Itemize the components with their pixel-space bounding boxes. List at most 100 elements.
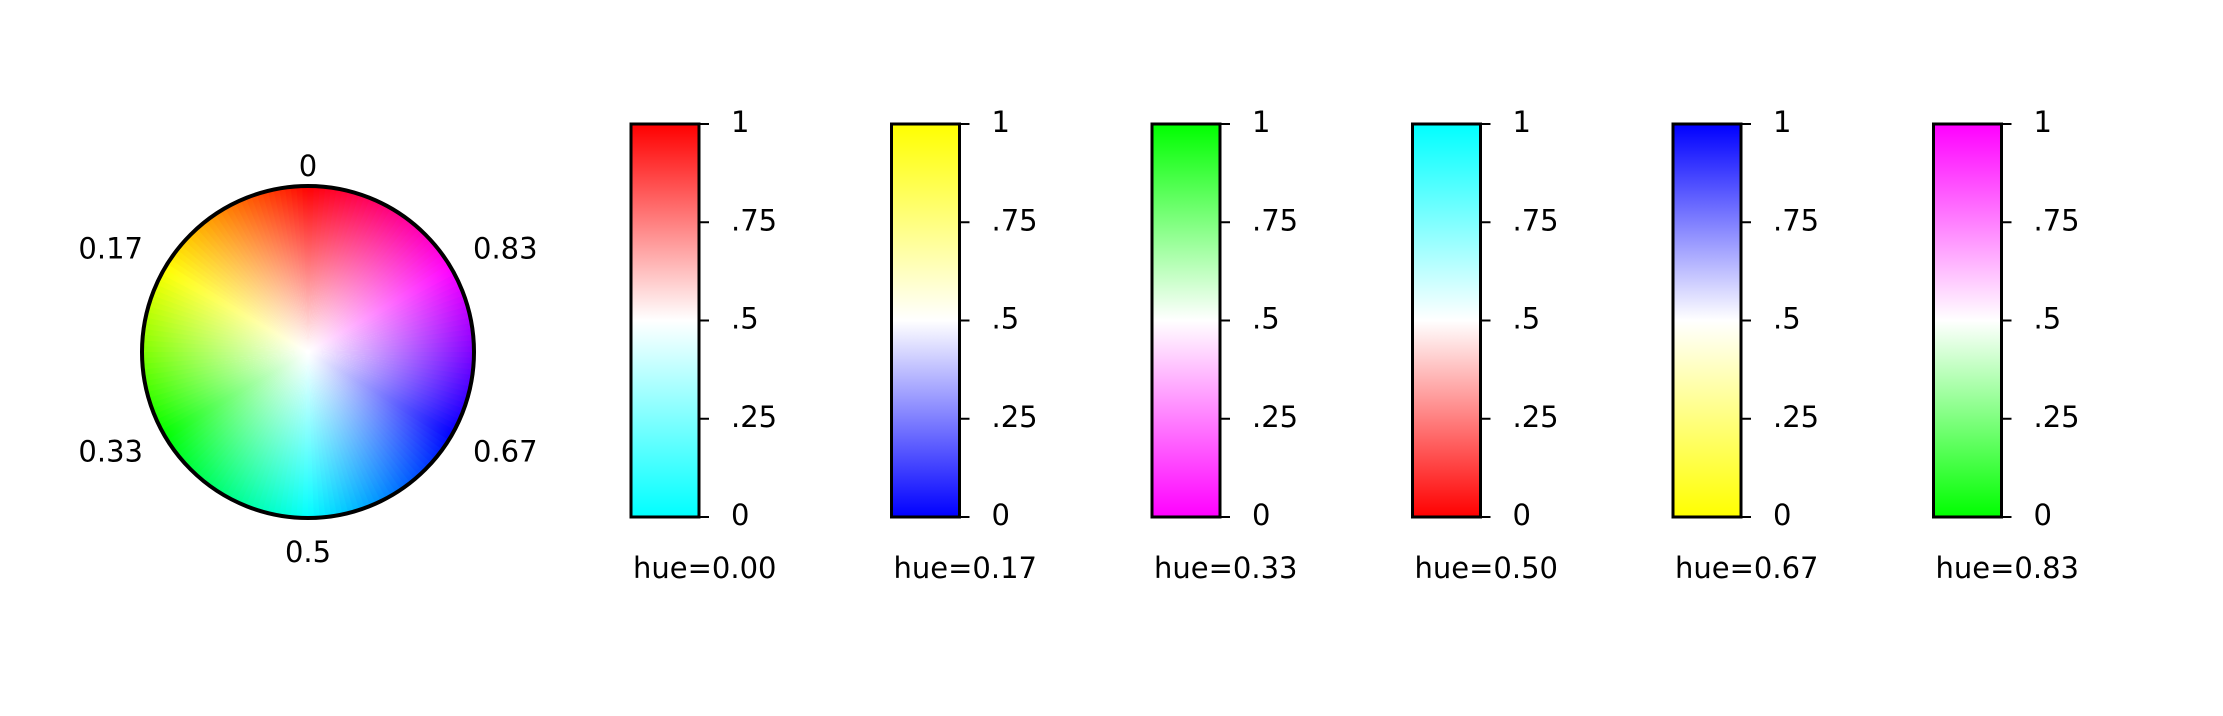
colorbar-tick-label: .5 — [992, 302, 1020, 336]
color-wheel-sector — [308, 186, 332, 352]
colorbar-2: 0 .25 .5 .75 1 hue=0.33 — [1150, 105, 1298, 585]
color-wheel-sector — [308, 192, 360, 352]
color-wheel-sector — [250, 194, 308, 352]
color-wheel-sector — [308, 268, 455, 352]
color-wheel-sector — [308, 236, 432, 352]
color-wheel-sector — [142, 340, 308, 352]
color-wheel-sector — [235, 352, 308, 504]
color-wheel-sector — [156, 352, 308, 426]
color-wheel-sector — [173, 352, 308, 455]
color-wheel-sector — [308, 352, 463, 420]
color-wheel-sector — [239, 198, 308, 352]
color-wheel-sector — [267, 352, 308, 515]
colorbar-gradient — [890, 122, 961, 519]
color-wheel-sector — [279, 352, 308, 517]
color-wheel-sector — [308, 352, 474, 376]
color-wheel-sector — [308, 188, 343, 352]
color-wheel-sector — [308, 352, 460, 425]
colorbar-tick-label: 1 — [992, 105, 1010, 139]
color-wheel-sector — [240, 352, 308, 507]
color-wheel-sector — [308, 352, 436, 464]
color-wheel-sector — [308, 352, 366, 510]
color-wheel-sector — [308, 352, 420, 480]
colorbar-tick-label: .75 — [1773, 203, 1819, 237]
color-wheel-sector — [308, 232, 428, 352]
color-wheel-sector — [302, 352, 309, 519]
colorbar-tick-label: .5 — [1252, 302, 1280, 336]
colorbar-4: 0 .25 .5 .75 1 hue=0.67 — [1671, 105, 1819, 585]
color-wheel-sector — [308, 278, 460, 352]
color-wheel-sector — [308, 244, 439, 352]
color-wheel-sector — [308, 352, 440, 459]
color-wheel-sector — [152, 352, 308, 415]
colorbar-0: 0 .25 .5 .75 1 hue=0.00 — [629, 105, 777, 585]
color-wheel-sector — [308, 202, 386, 352]
colorbar-gradient — [1411, 122, 1482, 519]
color-wheel-sector — [308, 352, 467, 409]
color-wheel-sector — [161, 269, 308, 352]
colorbar-tick-label: 0 — [731, 498, 749, 532]
colorbar-5: 0 .25 .5 .75 1 hue=0.83 — [1932, 105, 2080, 585]
color-wheel-sector — [308, 210, 401, 352]
color-wheel-sector — [220, 352, 308, 497]
color-wheel-sector — [251, 352, 308, 511]
wheel-hue-label: 0.17 — [78, 231, 143, 265]
colorbar-tick-label: 1 — [731, 105, 749, 139]
colorbar-tick-label: 1 — [1513, 105, 1531, 139]
color-wheel-sector — [151, 289, 308, 352]
color-wheel-sector — [164, 352, 308, 441]
colorbar-hue-label: hue=0.17 — [894, 551, 1037, 585]
color-wheel-sector — [144, 317, 308, 352]
color-wheel-sector — [308, 352, 453, 440]
colorbar-tick-label: .5 — [731, 302, 759, 336]
color-wheel-sector — [308, 283, 462, 352]
color-wheel-sector — [214, 211, 308, 352]
color-wheel-sector — [308, 351, 475, 358]
color-wheel-sector — [308, 352, 472, 387]
colorbar-tick-label: .25 — [992, 400, 1038, 434]
color-wheel-sector — [161, 352, 308, 436]
color-wheel-sector — [158, 274, 308, 352]
colorbar-gradient — [1671, 122, 1743, 519]
color-wheel-sector — [307, 185, 314, 352]
color-wheel-sector — [308, 289, 464, 352]
colorbar-hue-label: hue=0.67 — [1675, 551, 1818, 585]
wheel-hue-label: 0 — [299, 149, 317, 183]
colorbar-tick-label: 1 — [2034, 105, 2052, 139]
colorbar-gradient — [629, 122, 701, 519]
color-wheel-sector — [154, 352, 308, 421]
colorbar-tick-label: .25 — [731, 400, 777, 434]
color-wheel-sector — [308, 352, 424, 476]
color-wheel-sector — [308, 217, 411, 352]
color-wheel-sector — [308, 352, 465, 415]
color-wheel-sector — [308, 352, 473, 381]
color-wheel-sector — [308, 253, 446, 352]
color-wheel-sector — [273, 352, 308, 516]
color-wheel-sector — [256, 352, 308, 512]
colorbar-gradient — [1150, 122, 1222, 519]
color-wheel-sector — [308, 197, 376, 352]
color-wheel-sector — [245, 196, 308, 352]
color-wheel-sector — [209, 214, 308, 352]
color-wheel-sector — [308, 352, 416, 483]
color-wheel: 0 0.17 0.33 0.5 0.67 0.83 — [78, 149, 537, 569]
color-wheel-sector — [192, 352, 308, 476]
colorbar-tick-label: .25 — [2034, 400, 2080, 434]
color-wheel-sector — [308, 195, 371, 352]
colorbar-hue-label: hue=0.33 — [1154, 551, 1297, 585]
color-wheel-sector — [201, 352, 308, 484]
color-wheel-sector — [148, 300, 308, 352]
colorbar-group: 0 .25 .5 .75 1 hue=0.00 0 .25 .5 .75 1 hue=0.17 0 .25… — [629, 105, 2080, 585]
color-wheel-sector — [205, 217, 308, 352]
color-wheel-sector — [308, 352, 450, 445]
color-wheel-sector — [308, 240, 436, 352]
color-wheel-sector — [308, 352, 455, 435]
color-wheel-sector — [200, 221, 308, 352]
color-wheel-sector — [308, 352, 402, 493]
color-wheel-sector — [308, 352, 428, 472]
color-wheel-sector — [184, 236, 308, 352]
colorbar-1: 0 .25 .5 .75 1 hue=0.17 — [890, 105, 1038, 585]
color-wheel-sector — [196, 224, 308, 352]
color-wheel-sector — [205, 352, 308, 487]
color-wheel-sector — [290, 352, 308, 518]
